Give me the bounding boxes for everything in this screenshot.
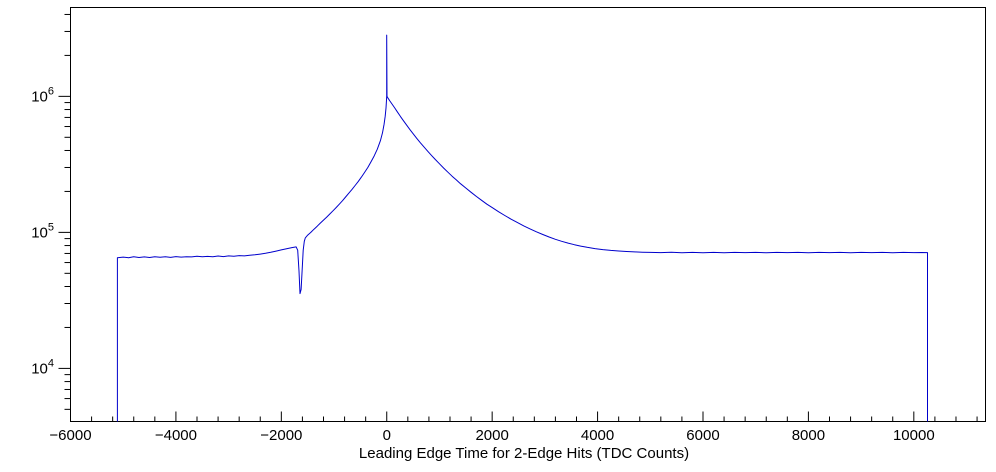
x-tick-label: −6000 bbox=[49, 427, 91, 444]
histogram-line bbox=[116, 34, 928, 422]
x-axis-major-ticks bbox=[70, 411, 915, 422]
x-tick-label: 6000 bbox=[686, 427, 719, 444]
y-axis-major-ticks bbox=[58, 95, 71, 369]
x-axis-tick-labels: −6000 −4000 −2000 0 2000 4000 6000 8000 10000 bbox=[49, 427, 934, 444]
x-tick-label: −2000 bbox=[260, 427, 302, 444]
y-tick-label: 105 bbox=[31, 221, 54, 241]
x-axis-title: Leading Edge Time for 2-Edge Hits (TDC C… bbox=[359, 445, 689, 462]
y-axis-tick-labels: 104 105 106 bbox=[31, 85, 54, 377]
x-tick-label: 4000 bbox=[581, 427, 614, 444]
y-axis-minor-ticks bbox=[64, 13, 71, 410]
x-axis-minor-ticks bbox=[91, 416, 978, 422]
x-tick-label: 10000 bbox=[893, 427, 935, 444]
x-tick-label: 8000 bbox=[792, 427, 825, 444]
y-tick-label: 104 bbox=[31, 357, 54, 377]
x-tick-label: −4000 bbox=[155, 427, 197, 444]
x-tick-label: 2000 bbox=[475, 427, 508, 444]
x-tick-label: 0 bbox=[383, 427, 391, 444]
plot-frame bbox=[70, 7, 986, 422]
y-tick-label: 106 bbox=[31, 85, 54, 105]
